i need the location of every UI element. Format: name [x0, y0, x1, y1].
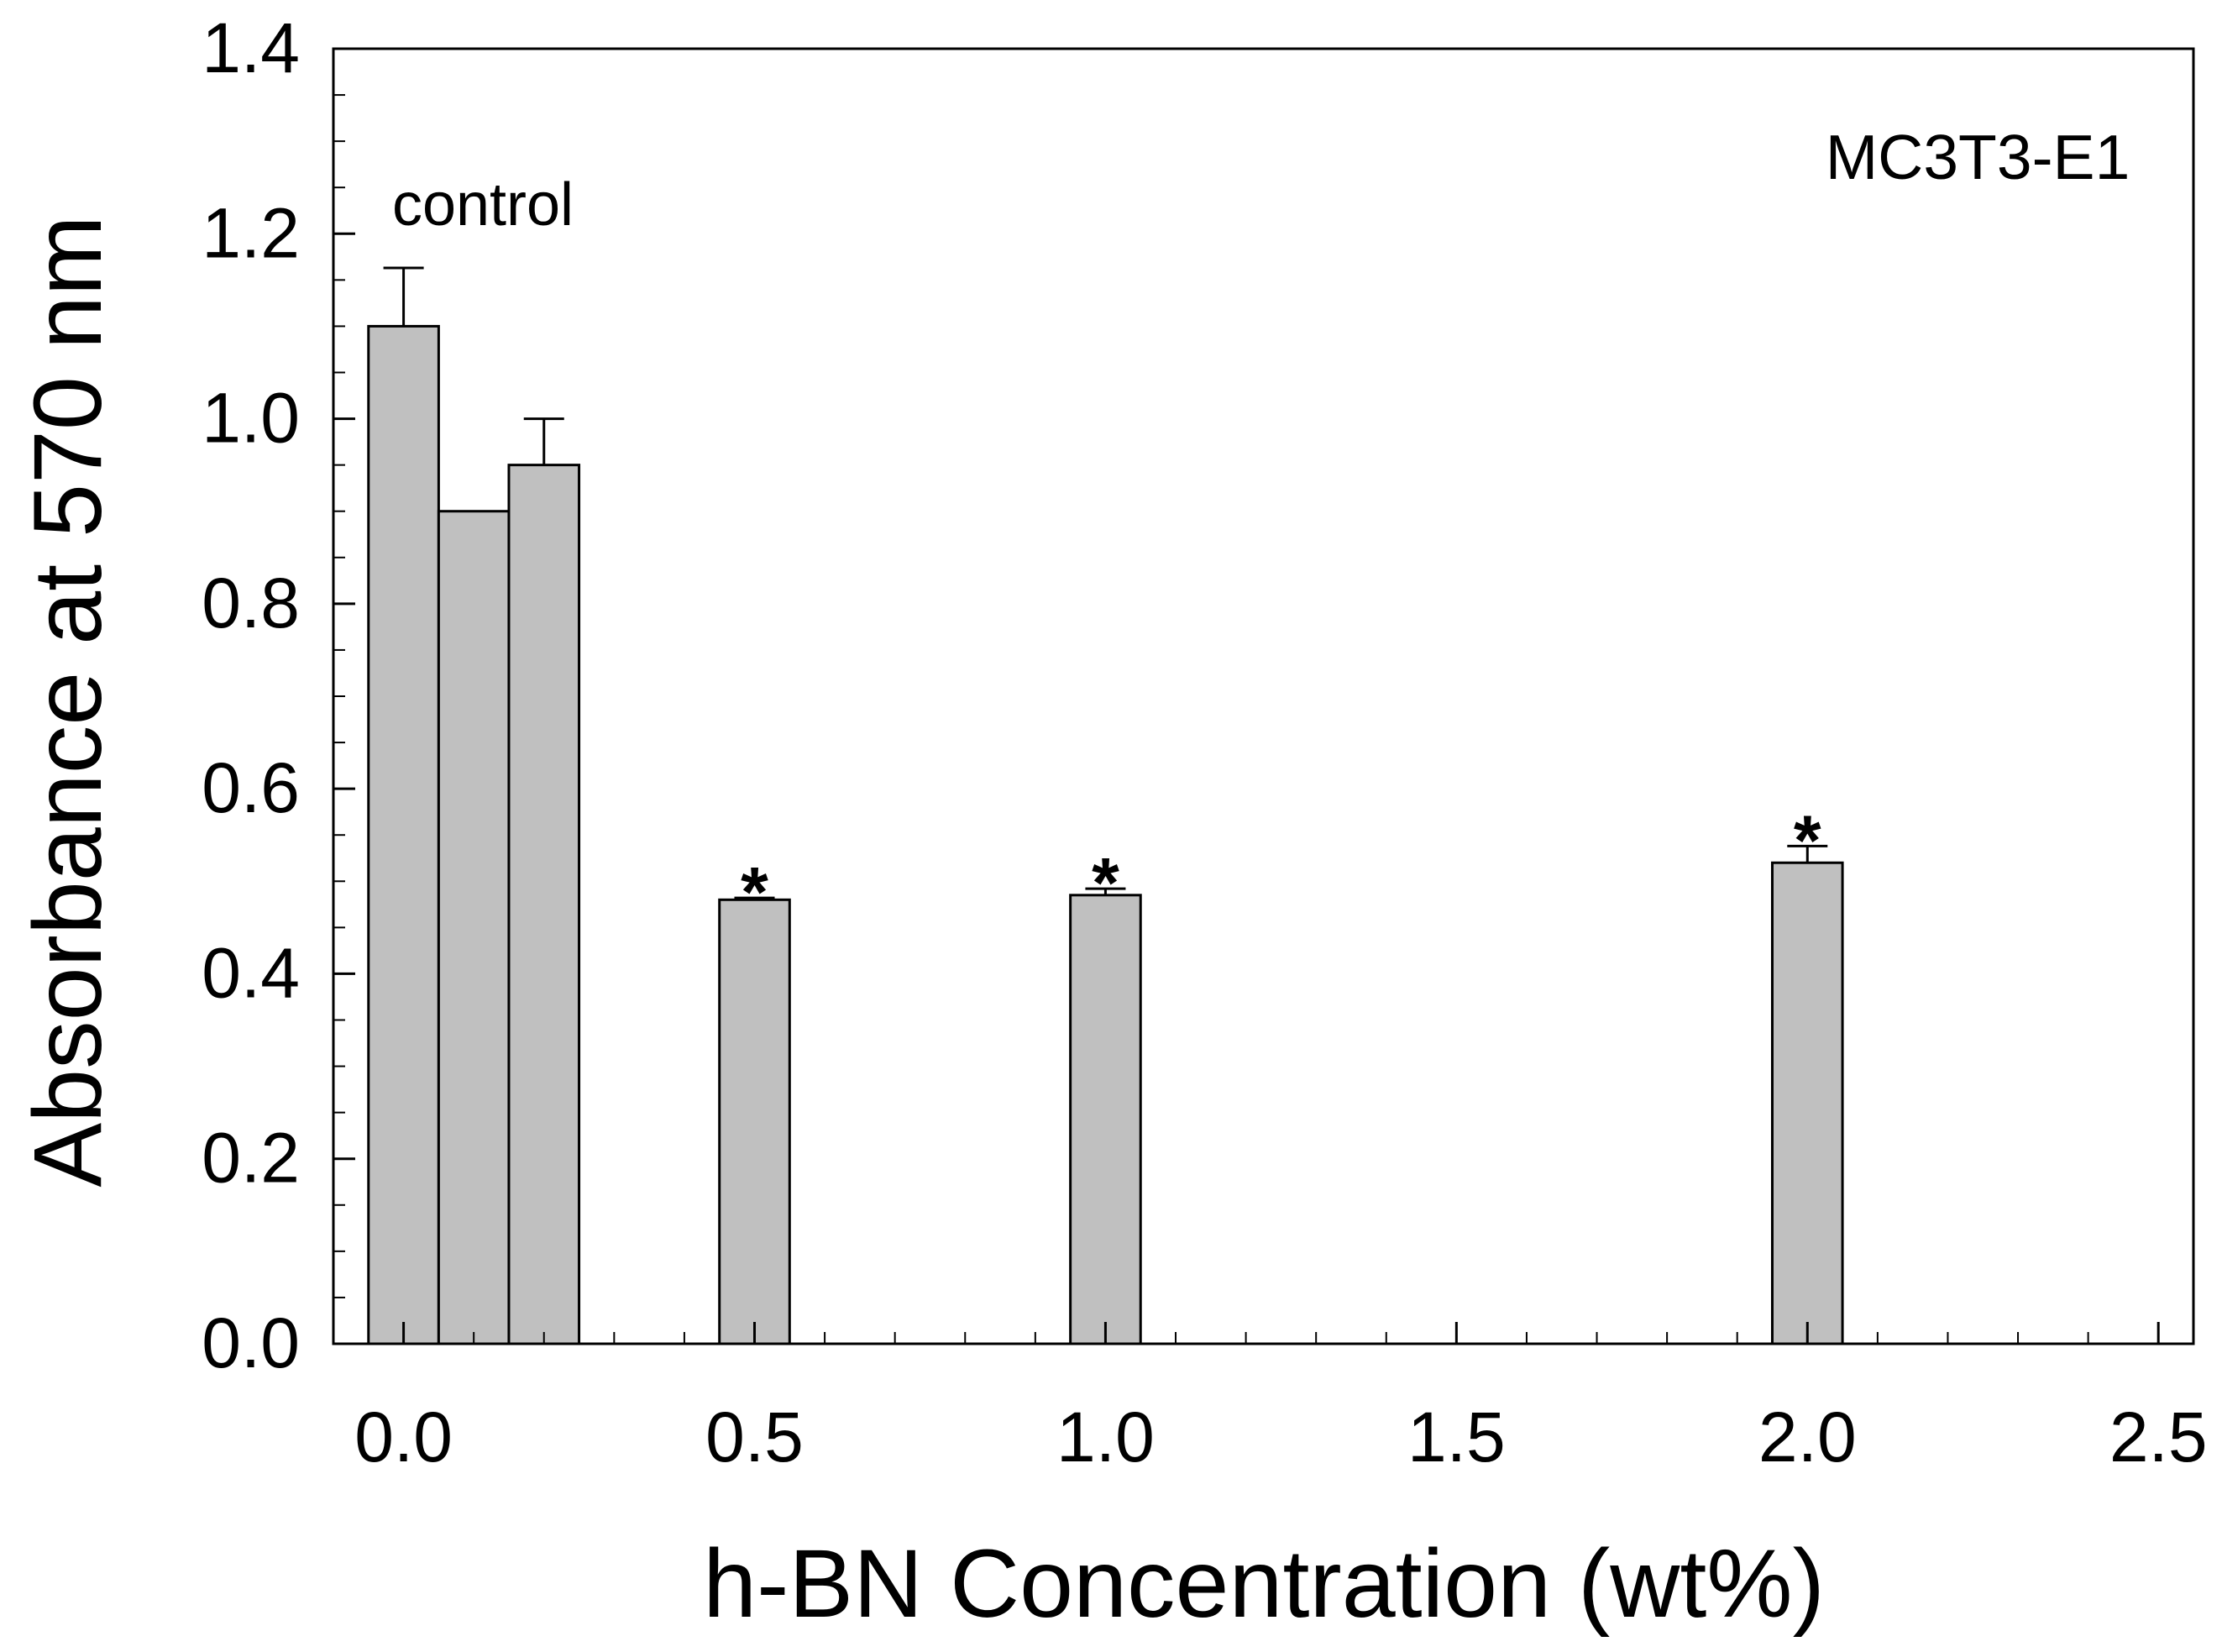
plot-frame [332, 47, 2195, 1345]
y-tick-label: 0.4 [202, 933, 300, 1012]
y-tick-label: 1.0 [202, 379, 300, 458]
bars: * * * [367, 266, 1844, 1345]
y-tick-label: 1.2 [202, 193, 300, 272]
plot-area [332, 47, 2195, 1345]
y-tick-label: 1.4 [202, 8, 300, 87]
x-axis-title: h-BN Concentration (wt%) [703, 1530, 1825, 1638]
y-tick-label: 0.2 [202, 1119, 300, 1198]
significance-marker: * [1794, 800, 1821, 879]
bar-group: * [718, 852, 791, 1345]
bar [507, 464, 581, 1345]
y-axis-title: Absorbance at 570 nm [14, 215, 122, 1187]
y-tick-label: 0.8 [202, 564, 300, 642]
bar-group: * [1069, 843, 1142, 1345]
significance-marker: * [1092, 843, 1119, 922]
y-tick-label: 0.0 [202, 1303, 300, 1382]
x-tick-label: 2.5 [2109, 1398, 2208, 1476]
bar-group [367, 266, 440, 1345]
annotation-control: control [392, 171, 574, 239]
bar [1069, 894, 1142, 1345]
bar [367, 324, 440, 1345]
y-tick-label: 0.6 [202, 748, 300, 827]
bar [718, 898, 791, 1345]
x-axis: 0.0 0.5 1.0 1.5 2.0 2.5 [333, 1322, 2208, 1476]
bar [437, 510, 511, 1345]
x-tick-label: 0.5 [705, 1398, 804, 1476]
x-tick-label: 0.0 [354, 1398, 453, 1476]
significance-marker: * [741, 852, 768, 931]
x-tick-label: 2.0 [1758, 1398, 1857, 1476]
annotation-cell-line: MC3T3-E1 [1826, 122, 2130, 192]
bar-group [507, 417, 581, 1345]
bar [1770, 861, 1844, 1345]
x-tick-label: 1.5 [1407, 1398, 1506, 1476]
y-axis: 0.0 0.2 0.4 0.6 0.8 1.0 1.2 1.4 [202, 8, 355, 1382]
bar-group: * [1770, 800, 1844, 1345]
x-tick-label: 1.0 [1056, 1398, 1155, 1476]
bar-group [437, 510, 511, 1345]
